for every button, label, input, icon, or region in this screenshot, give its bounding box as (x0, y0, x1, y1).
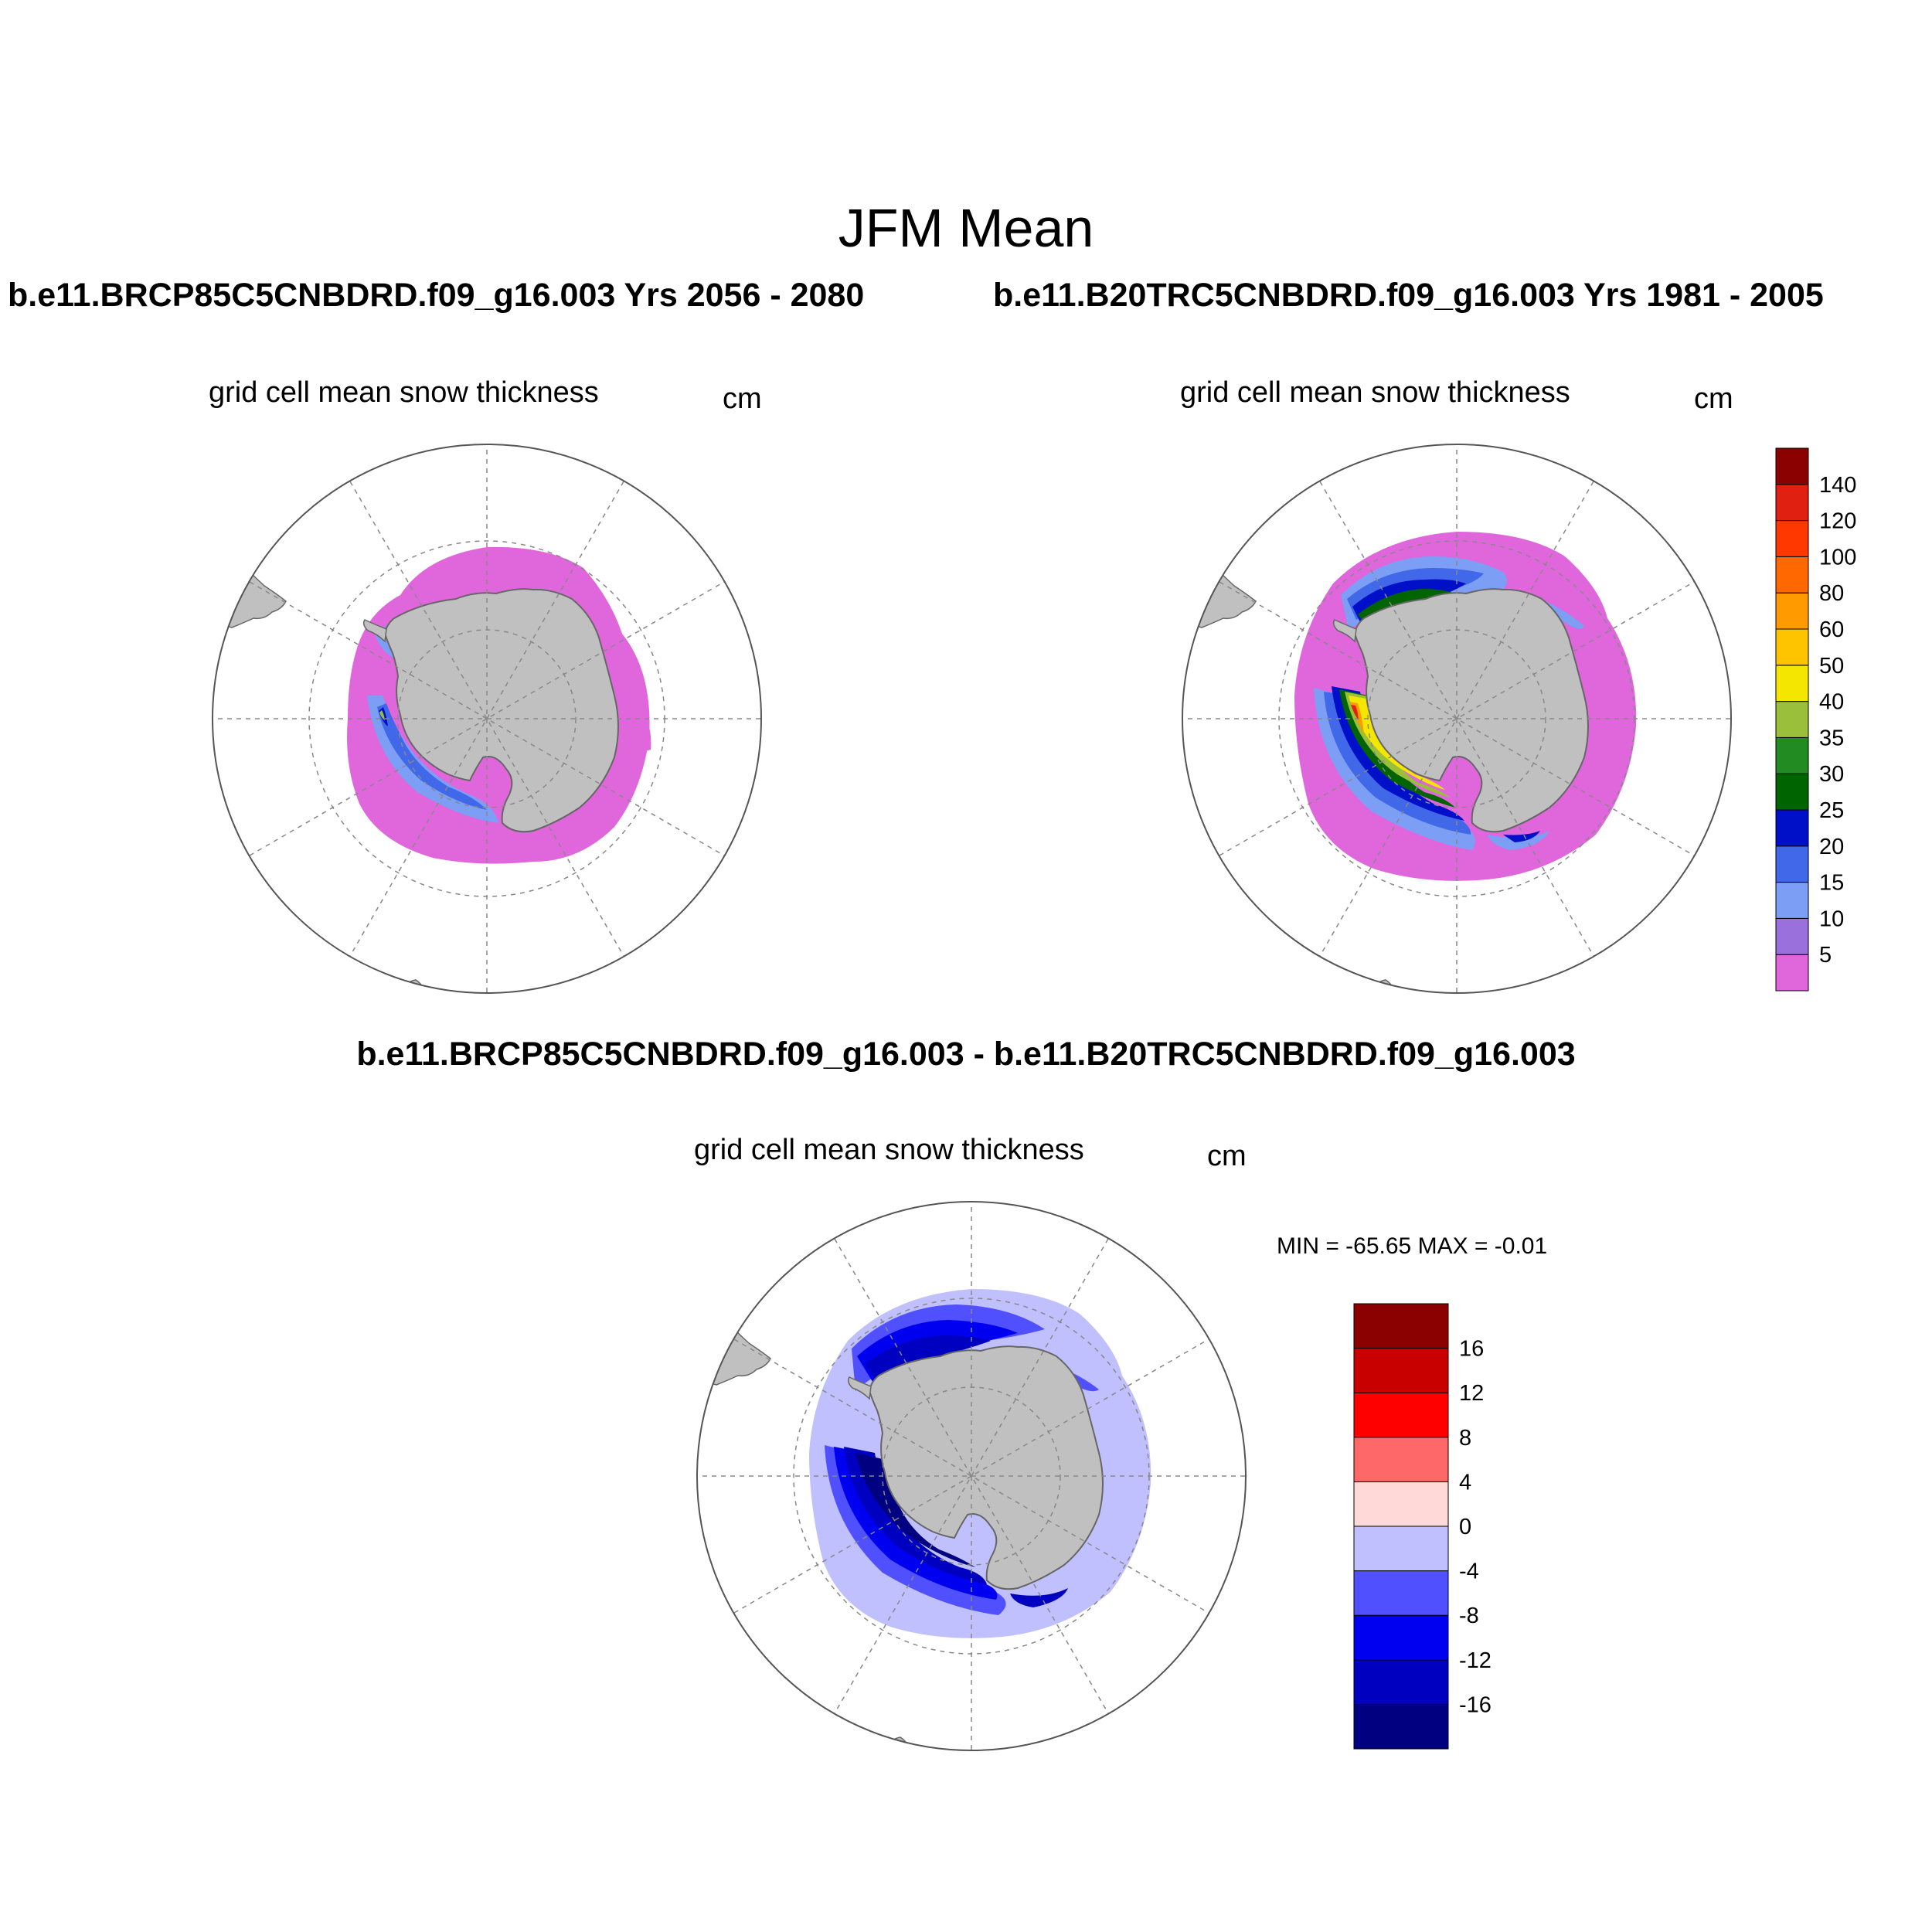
graticule (1182, 444, 1731, 993)
colorbar-snow-thickness-box (1775, 773, 1809, 811)
colorbar-snow-thickness-box (1775, 917, 1809, 955)
min-max-label: MIN = -65.65 MAX = -0.01 (1277, 1233, 1548, 1259)
colorbar-snow-thickness-tick-label: 30 (1819, 762, 1844, 787)
colorbar-snow-thickness-tick-label: 5 (1819, 943, 1832, 968)
run-title-future: b.e11.BRCP85C5CNBDRD.f09_g16.003 Yrs 205… (8, 277, 865, 314)
polar-map-historical (1182, 444, 1732, 994)
colorbar-difference-box (1353, 1481, 1449, 1527)
colorbar-snow-thickness-box (1775, 520, 1809, 557)
colorbar-snow-thickness-tick-label: 100 (1819, 545, 1856, 570)
units-difference: cm (1207, 1140, 1247, 1172)
polar-map-future (212, 444, 762, 994)
difference-title: b.e11.BRCP85C5CNBDRD.f09_g16.003 - b.e11… (356, 1036, 1576, 1073)
figure-title: JFM Mean (838, 198, 1094, 258)
colorbar-difference-box (1353, 1614, 1449, 1661)
colorbar-difference-box (1353, 1703, 1449, 1750)
colorbar-difference-tick-label: -8 (1459, 1604, 1479, 1628)
panel-title-difference: grid cell mean snow thickness (694, 1134, 1084, 1166)
colorbar-snow-thickness-box (1775, 665, 1809, 702)
colorbar-difference-tick-label: -16 (1459, 1692, 1492, 1717)
units-historical: cm (1694, 383, 1733, 415)
panel-title-future: grid cell mean snow thickness (209, 376, 599, 409)
colorbar-snow-thickness-tick-label: 60 (1819, 617, 1844, 642)
colorbar-difference-tick-label: 0 (1459, 1515, 1471, 1539)
colorbar-difference-box (1353, 1348, 1449, 1393)
polar-map-difference (696, 1201, 1247, 1751)
colorbar-difference-box (1353, 1437, 1449, 1482)
south-america-land (1182, 555, 1257, 628)
colorbar-difference-tick-label: -4 (1459, 1560, 1479, 1584)
colorbar-snow-thickness-box (1775, 556, 1809, 594)
graticule (213, 444, 761, 993)
colorbar-difference-box (1353, 1392, 1449, 1438)
colorbar-snow-thickness-box (1775, 484, 1809, 522)
colorbar-difference-box (1353, 1526, 1449, 1572)
colorbar-snow-thickness-tick-label: 10 (1819, 906, 1844, 931)
map-frame (1182, 444, 1732, 994)
run-title-historical: b.e11.B20TRC5CNBDRD.f09_g16.003 Yrs 1981… (993, 277, 1824, 314)
colorbar-difference-box (1353, 1570, 1449, 1616)
units-future: cm (723, 383, 762, 415)
colorbar-difference-tick-label: 16 (1459, 1337, 1484, 1362)
colorbar-snow-thickness-box (1775, 954, 1809, 992)
colorbar-snow-thickness-box (1775, 447, 1809, 485)
colorbar-snow-thickness-box (1775, 592, 1809, 630)
south-america-land (697, 1312, 771, 1386)
graticule (697, 1202, 1246, 1750)
colorbar-snow-thickness-box (1775, 628, 1809, 666)
colorbar-difference-tick-label: -12 (1459, 1648, 1492, 1673)
colorbar-snow-thickness-tick-label: 25 (1819, 798, 1844, 823)
colorbar-snow-thickness-box (1775, 736, 1809, 774)
map-frame (696, 1201, 1247, 1751)
colorbar-difference-box (1353, 1659, 1449, 1705)
colorbar-difference-tick-label: 12 (1459, 1381, 1484, 1406)
colorbar-difference-tick-label: 8 (1459, 1426, 1471, 1451)
colorbar-difference-box (1353, 1303, 1449, 1349)
colorbar-snow-thickness-tick-label: 120 (1819, 509, 1856, 534)
colorbar-snow-thickness-box (1775, 809, 1809, 847)
colorbar-snow-thickness-tick-label: 40 (1819, 690, 1844, 715)
colorbar-snow-thickness-tick-label: 20 (1819, 835, 1844, 859)
colorbar-snow-thickness-tick-label: 15 (1819, 871, 1844, 896)
map-frame (212, 444, 762, 994)
panel-title-historical: grid cell mean snow thickness (1180, 376, 1570, 409)
colorbar-snow-thickness-box (1775, 882, 1809, 919)
colorbar-snow-thickness-tick-label: 140 (1819, 473, 1856, 498)
colorbar-snow-thickness: 5 10 15 20 25 30 35 40 50 60 80 100 120 140 (1775, 447, 1856, 992)
colorbar-snow-thickness-box (1775, 701, 1809, 738)
colorbar-difference-tick-label: 4 (1459, 1470, 1471, 1495)
colorbar-snow-thickness-tick-label: 80 (1819, 581, 1844, 606)
colorbar-difference: -16 -12 -8 -4 0 4 8 12 16 (1353, 1303, 1492, 1750)
colorbar-snow-thickness-tick-label: 50 (1819, 654, 1844, 679)
colorbar-snow-thickness-tick-label: 35 (1819, 726, 1844, 750)
colorbar-snow-thickness-box (1775, 845, 1809, 883)
south-america-land (213, 555, 287, 628)
